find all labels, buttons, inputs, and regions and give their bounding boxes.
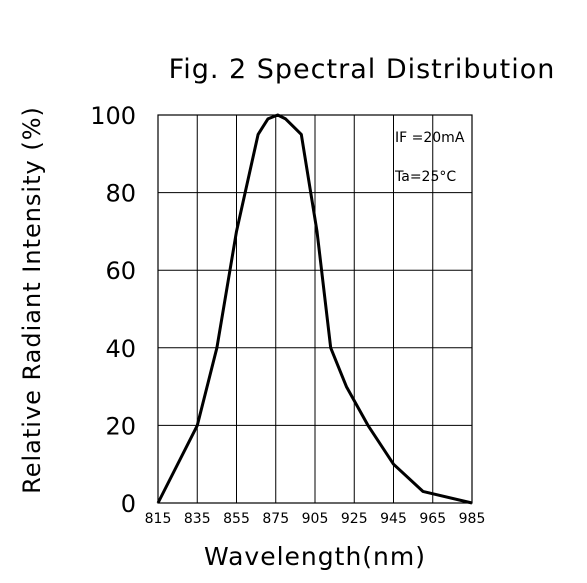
annotation-if-current: IF =20mA [395, 130, 465, 146]
x-tick-label: 945 [380, 511, 407, 527]
x-tick-label: 875 [262, 511, 289, 527]
y-axis-label: Relative Radiant Intensity (%) [18, 106, 46, 494]
plot-frame [157, 114, 473, 504]
chart-title: Fig. 2 Spectral Distribution [169, 54, 556, 85]
x-tick-label: 835 [184, 511, 211, 527]
x-tick-label: 965 [419, 511, 446, 527]
y-tick-label: 80 [105, 180, 136, 208]
x-tick-label: 815 [145, 511, 172, 527]
y-tick-label: 20 [105, 412, 136, 440]
grid [158, 115, 472, 503]
x-tick-label: 905 [302, 511, 329, 527]
x-tick-label: 925 [341, 511, 368, 527]
x-tick-labels: 815 835 855 875 905 925 945 965 985 [145, 511, 486, 527]
y-tick-label: 0 [121, 490, 136, 518]
y-tick-label: 60 [105, 257, 136, 285]
intensity-curve [156, 113, 473, 505]
annotation-ta-temperature: Ta=25°C [394, 169, 456, 185]
x-tick-label: 855 [223, 511, 250, 527]
x-tick-label: 985 [459, 511, 486, 527]
y-tick-labels: 0 20 40 60 80 100 [90, 102, 136, 518]
x-axis-label: Wavelength(nm) [204, 542, 426, 571]
y-tick-label: 40 [105, 335, 136, 363]
y-tick-label: 100 [90, 102, 136, 130]
